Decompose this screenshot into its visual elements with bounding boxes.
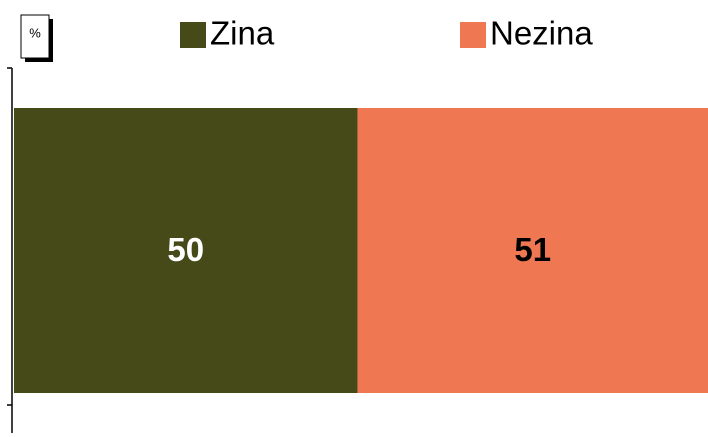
legend-swatch (180, 22, 206, 48)
legend-swatch (460, 22, 486, 48)
bar-segment (357, 108, 708, 393)
bar-segment (14, 108, 358, 393)
legend-label: Zina (210, 15, 275, 52)
unit-label: % (29, 25, 41, 40)
legend-label: Nezina (490, 15, 593, 52)
data-label: 50 (167, 231, 204, 268)
data-label: 51 (514, 231, 551, 268)
unit-box (20, 14, 50, 59)
